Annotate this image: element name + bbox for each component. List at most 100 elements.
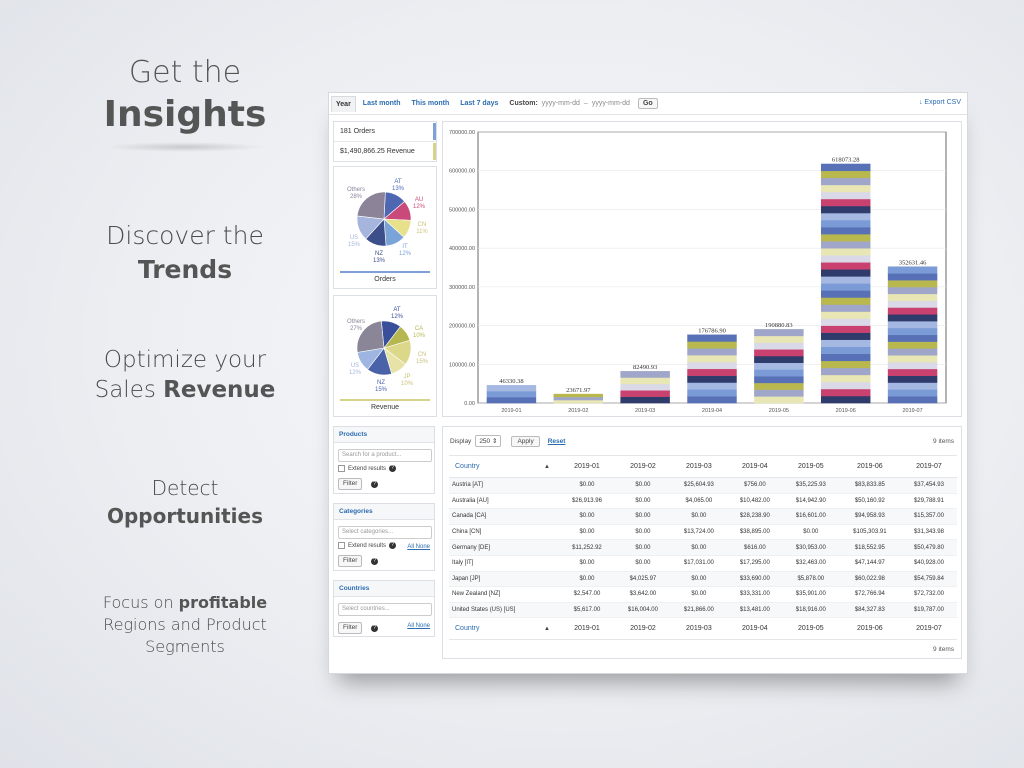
revenue-cell: $30,953.00 bbox=[782, 539, 839, 556]
column-header[interactable]: 2019-04 bbox=[726, 617, 783, 641]
extend-label: Extend results bbox=[348, 542, 387, 549]
column-header-country[interactable]: Country bbox=[449, 455, 544, 478]
date-from-input[interactable]: yyyy-mm-dd bbox=[541, 100, 580, 107]
go-button[interactable]: Go bbox=[637, 98, 658, 109]
pie-label-at: AT 13% bbox=[392, 179, 405, 192]
column-header-country[interactable]: Country bbox=[449, 617, 544, 641]
products-filter-button[interactable]: Filter bbox=[338, 478, 363, 490]
extend-results-checkbox[interactable]: Extend results? bbox=[338, 465, 397, 472]
checkbox-box[interactable] bbox=[338, 465, 345, 472]
apply-button[interactable]: Apply bbox=[511, 435, 540, 447]
promo-bold: Opportunities bbox=[106, 504, 263, 528]
date-separator: – bbox=[583, 100, 588, 107]
display-count-select[interactable]: 250 ⇕ bbox=[475, 435, 502, 447]
country-select-input[interactable]: Select countries... bbox=[338, 603, 432, 616]
revenue-cell: $33,331.00 bbox=[726, 586, 783, 603]
column-header[interactable]: 2019-01 bbox=[559, 455, 615, 478]
product-search-input[interactable]: Search for a product... bbox=[338, 449, 432, 462]
revenue-cell: $50,479.80 bbox=[900, 539, 957, 556]
sort-arrow-icon[interactable]: ▲ bbox=[544, 617, 559, 641]
revenue-cell: $38,895.00 bbox=[726, 524, 783, 541]
countries-filter-button[interactable]: Filter bbox=[338, 622, 363, 634]
bar-segment bbox=[887, 396, 938, 404]
column-header[interactable]: 2019-02 bbox=[614, 455, 671, 478]
tab-last-7-days[interactable]: Last 7 days bbox=[460, 99, 499, 107]
tab-year[interactable]: Year bbox=[331, 95, 356, 112]
extend-results-checkbox[interactable]: Extend results? bbox=[338, 542, 397, 549]
bar-segment bbox=[820, 163, 871, 172]
revenue-cell: $5,878.00 bbox=[782, 571, 839, 588]
revenue-cell: $16,004.00 bbox=[614, 602, 671, 619]
column-header[interactable]: 2019-06 bbox=[838, 617, 901, 641]
pie-slice-others[interactable] bbox=[356, 320, 385, 353]
bar-segment bbox=[820, 381, 871, 390]
pie-label-cn: CN 15% bbox=[416, 352, 429, 365]
select-all-link[interactable]: All bbox=[407, 623, 414, 629]
bar-2019-07[interactable] bbox=[887, 266, 938, 404]
column-header[interactable]: 2019-03 bbox=[670, 455, 727, 478]
column-header[interactable]: 2019-01 bbox=[559, 617, 615, 641]
column-header[interactable]: 2019-05 bbox=[782, 617, 839, 641]
bar-segment bbox=[687, 396, 737, 404]
select-none-link[interactable]: None bbox=[415, 623, 430, 629]
help-icon[interactable]: ? bbox=[389, 542, 397, 549]
bar-segment bbox=[887, 382, 938, 390]
select-all-none[interactable]: All None bbox=[407, 623, 430, 629]
bar-segment bbox=[820, 360, 871, 369]
sort-arrow-icon[interactable]: ▲ bbox=[544, 455, 559, 478]
export-csv-link[interactable]: ↓ Export CSV bbox=[919, 99, 961, 106]
promo-bold: Insights bbox=[103, 94, 267, 135]
column-header[interactable]: 2019-03 bbox=[670, 617, 727, 641]
table-row: Austria [AT] $0.00 $0.00 $25,604.93 $756.00 $… bbox=[449, 477, 957, 494]
column-header[interactable]: 2019-04 bbox=[726, 455, 783, 478]
x-tick-label: 2019-01 bbox=[501, 408, 521, 414]
revenue-table: Country ▲ 2019-01 2019-02 2019-03 2019-0… bbox=[449, 455, 957, 641]
revenue-stat[interactable]: $1,490,866.25 Revenue bbox=[334, 142, 436, 162]
bar-value-label: 46330.38 bbox=[499, 378, 523, 385]
pie-label-cn: CN 11% bbox=[416, 222, 428, 235]
column-header[interactable]: 2019-07 bbox=[900, 617, 957, 641]
bar-segment bbox=[820, 318, 871, 326]
bar-2019-06[interactable] bbox=[820, 163, 871, 404]
bar-segment bbox=[887, 314, 938, 322]
bar-value-label: 82490.93 bbox=[633, 364, 657, 371]
help-icon[interactable]: ? bbox=[389, 465, 397, 472]
checkbox-box[interactable] bbox=[338, 542, 345, 549]
category-select-input[interactable]: Select categories... bbox=[338, 526, 432, 539]
date-to-input[interactable]: yyyy-mm-dd bbox=[591, 100, 630, 107]
pie-label-us: US 15% bbox=[348, 235, 361, 248]
bar-segment bbox=[820, 241, 871, 249]
column-header[interactable]: 2019-06 bbox=[838, 455, 901, 478]
reset-link[interactable]: Reset bbox=[547, 437, 566, 445]
bar-segment bbox=[620, 383, 670, 391]
pie-slice-others[interactable] bbox=[356, 191, 386, 220]
tab-last-month[interactable]: Last month bbox=[362, 99, 401, 107]
bar-2019-04[interactable] bbox=[687, 334, 737, 404]
bar-segment bbox=[887, 293, 938, 301]
bar-2019-05[interactable] bbox=[754, 329, 804, 404]
bar-2019-01[interactable] bbox=[486, 385, 537, 404]
revenue-cell: $0.00 bbox=[670, 586, 727, 603]
orders-stat[interactable]: 181 Orders bbox=[334, 122, 436, 142]
column-header[interactable]: 2019-05 bbox=[782, 455, 839, 478]
revenue-cell: $5,617.00 bbox=[559, 602, 615, 619]
select-none-link[interactable]: None bbox=[415, 544, 430, 550]
help-icon[interactable]: ? bbox=[371, 625, 378, 632]
help-icon[interactable]: ? bbox=[371, 558, 378, 565]
bar-segment bbox=[887, 266, 938, 274]
select-all-link[interactable]: All bbox=[407, 544, 414, 550]
bar-segment bbox=[820, 248, 871, 256]
categories-filter-button[interactable]: Filter bbox=[338, 555, 363, 567]
column-header[interactable]: 2019-02 bbox=[614, 617, 671, 641]
orders-color-bar bbox=[433, 123, 436, 140]
tab-this-month[interactable]: This month bbox=[411, 99, 450, 107]
bar-2019-02[interactable] bbox=[553, 393, 604, 404]
table-body: Austria [AT] $0.00 $0.00 $25,604.93 $756.00 $… bbox=[449, 477, 957, 619]
help-icon[interactable]: ? bbox=[371, 481, 378, 488]
display-value: 250 bbox=[479, 438, 491, 445]
revenue-cell: $0.00 bbox=[614, 555, 671, 572]
bar-2019-03[interactable] bbox=[620, 371, 670, 404]
select-all-none[interactable]: All None bbox=[407, 544, 430, 550]
column-header[interactable]: 2019-07 bbox=[900, 455, 957, 478]
report-window: Year Last month This month Last 7 days C… bbox=[328, 92, 968, 674]
